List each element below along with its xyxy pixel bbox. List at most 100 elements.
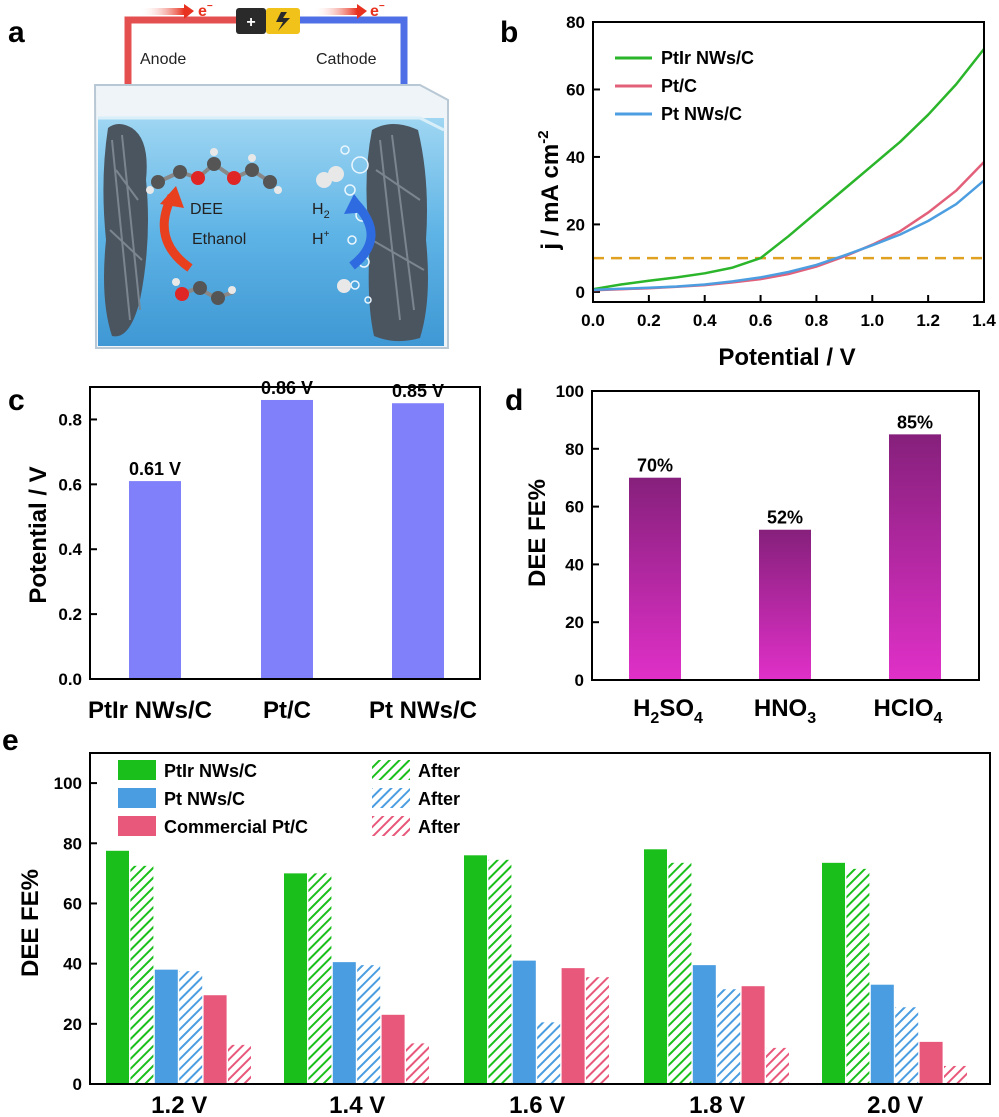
cathode-electrode xyxy=(366,124,428,342)
panel-b-line-chart: b j / mA cm-2 Potential / V 0.0 0.2 0.4 0.6… xyxy=(500,13,996,371)
e-bar-3-4 xyxy=(741,986,765,1084)
e-category-label: 2.0 V xyxy=(867,1092,923,1117)
e-bar-4-2 xyxy=(870,984,894,1084)
e-legend-swatch-0 xyxy=(118,760,156,780)
e-legend-label-3: After xyxy=(418,789,460,809)
e-legend-swatch-1 xyxy=(372,760,410,780)
e-bar-2-1 xyxy=(488,859,512,1084)
c-bar-value-label: 0.85 V xyxy=(392,381,444,401)
e-bar-1-1 xyxy=(308,873,332,1084)
c-y-tick-label: 0.8 xyxy=(58,410,82,429)
d-bar-value-label: 70% xyxy=(637,456,673,476)
e-bar-4-4 xyxy=(919,1041,943,1084)
dee-molecule-icon xyxy=(146,148,282,194)
e-bar-3-1 xyxy=(668,862,692,1084)
d-y-tick-label: 100 xyxy=(556,382,584,401)
anode-electrode xyxy=(103,124,148,337)
b-plot-frame xyxy=(592,21,985,303)
e-legend-label-5: After xyxy=(418,817,460,837)
b-y-tick-label: 20 xyxy=(566,215,585,234)
d-category-label-h2so4: H2SO4 xyxy=(633,695,703,727)
c-bar-value-label: 0.61 V xyxy=(129,459,181,479)
panel-label-e: e xyxy=(2,724,19,757)
b-series-line-2 xyxy=(592,179,985,292)
b-x-tick-label: 0.6 xyxy=(749,311,773,330)
c-bar-2 xyxy=(392,403,444,679)
d-category-label-hclo4: HClO4 xyxy=(874,695,943,727)
e-bar-2-3 xyxy=(537,1022,561,1084)
electron-arrow-left xyxy=(140,8,184,15)
d-y-axis-label: DEE FE% xyxy=(524,479,551,587)
b-series-line-0 xyxy=(592,48,985,291)
panel-label-d: d xyxy=(505,384,523,417)
c-category-label: Pt NWs/C xyxy=(369,697,477,724)
d-y-tick-label: 60 xyxy=(565,498,584,517)
e-bar-1-3 xyxy=(357,965,381,1084)
e-bar-0-5 xyxy=(228,1044,251,1084)
svg-text:+: + xyxy=(246,14,255,31)
e-y-tick-label: 40 xyxy=(63,955,82,974)
b-y-tick-label: 60 xyxy=(566,80,585,99)
d-category-label-hno3: HNO3 xyxy=(754,695,816,727)
e-bar-3-2 xyxy=(692,965,716,1084)
e-legend-label-2: Pt NWs/C xyxy=(164,789,245,809)
b-y-tick-label: 40 xyxy=(566,148,585,167)
b-y-tick-label: 0 xyxy=(576,283,585,302)
proton-icon xyxy=(337,279,351,293)
panel-label-c: c xyxy=(8,384,25,417)
dee-label: DEE xyxy=(190,201,223,218)
e-y-tick-label: 0 xyxy=(73,1075,82,1094)
e-bar-2-5 xyxy=(586,977,609,1084)
c-y-tick-label: 0.0 xyxy=(58,670,82,689)
e-bar-4-0 xyxy=(822,862,845,1084)
b-y-tick-label: 80 xyxy=(566,13,585,32)
panel-a-scheme: a + e− e− xyxy=(8,1,449,349)
c-y-tick-label: 0.4 xyxy=(58,540,82,559)
oxidation-arrowhead xyxy=(160,186,184,208)
c-y-tick-label: 0.2 xyxy=(58,605,82,624)
e-plot-frame xyxy=(89,752,991,1085)
e-y-tick-label: 60 xyxy=(63,894,82,913)
d-y-tick-label: 0 xyxy=(575,671,584,690)
e-bar-2-4 xyxy=(561,968,585,1084)
e-bar-3-5 xyxy=(766,1047,789,1084)
e-category-label: 1.4 V xyxy=(329,1092,385,1117)
h2-molecule-icon xyxy=(316,166,344,188)
c-y-tick-label: 0.6 xyxy=(58,475,82,494)
e-category-label: 1.8 V xyxy=(689,1092,745,1117)
e-y-tick-label: 100 xyxy=(54,774,82,793)
e-legend-label-1: After xyxy=(418,761,460,781)
b-x-tick-label: 0.2 xyxy=(637,311,661,330)
e-bar-1-0 xyxy=(284,873,307,1084)
b-x-tick-label: 0.8 xyxy=(805,311,829,330)
e-legend-swatch-4 xyxy=(118,816,156,836)
d-y-tick-label: 80 xyxy=(565,440,584,459)
d-plot-frame xyxy=(591,390,980,681)
e-bar-1-2 xyxy=(332,962,356,1084)
e-bar-0-1 xyxy=(130,865,154,1084)
b-x-tick-label: 1.4 xyxy=(972,311,996,330)
e-y-axis-label: DEE FE% xyxy=(17,869,44,977)
e-legend-label-4: Commercial Pt/C xyxy=(164,817,308,837)
b-legend-label-ptnw: Pt NWs/C xyxy=(661,104,742,124)
b-y-axis-label: j / mA cm-2 xyxy=(535,130,564,250)
c-y-axis-label: Potential / V xyxy=(25,466,52,603)
d-bar-0 xyxy=(629,477,681,680)
cathode-label: Cathode xyxy=(316,51,377,68)
d-bar-value-label: 85% xyxy=(897,412,933,432)
e-category-label: 1.2 V xyxy=(151,1092,207,1117)
reduction-arrowhead xyxy=(344,194,368,214)
e-bar-0-0 xyxy=(106,850,129,1084)
h2-label: H2 xyxy=(312,201,330,221)
e-bar-4-1 xyxy=(846,868,870,1084)
b-x-tick-label: 1.0 xyxy=(860,311,884,330)
e-bar-1-4 xyxy=(381,1014,405,1084)
electron-label-right: e− xyxy=(370,1,385,20)
e-bar-3-3 xyxy=(717,989,741,1084)
electron-arrowhead-right xyxy=(357,4,367,19)
b-legend: PtIr NWs/C Pt/C Pt NWs/C xyxy=(615,48,754,124)
e-bar-4-5 xyxy=(944,1065,967,1084)
e-bar-1-5 xyxy=(406,1043,429,1084)
e-bar-0-3 xyxy=(179,971,203,1084)
